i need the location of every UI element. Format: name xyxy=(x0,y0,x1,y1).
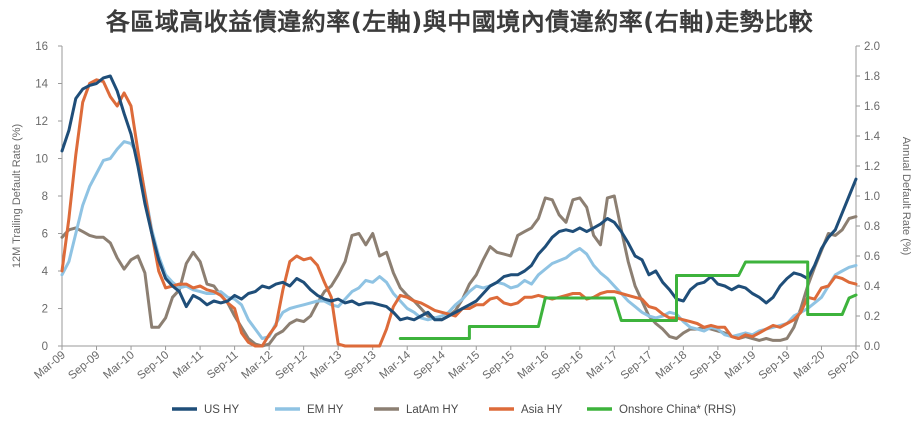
legend-label: Onshore China* (RHS) xyxy=(619,404,736,416)
y-axis-right-ticks: 0.0 0.2 0.4 0.6 0.8 1.0 1.2 1.4 1.6 1.8 2.0 xyxy=(856,41,881,353)
x-tick-label: Mar-09 xyxy=(32,349,68,382)
y-right-tick-label: 0.6 xyxy=(864,251,880,263)
y-left-tick-label: 4 xyxy=(42,266,49,278)
x-tick-label: Mar-20 xyxy=(792,349,828,382)
y-left-tick-label: 8 xyxy=(42,191,48,203)
x-tick-label: Sep-11 xyxy=(205,349,240,381)
x-tick-label: Sep-13 xyxy=(342,349,378,382)
legend: US HY EM HY LatAm HY Asia HY Onshore China* … xyxy=(172,404,736,416)
x-tick-label: Mar-19 xyxy=(723,349,759,382)
x-tick-label: Sep-15 xyxy=(481,349,517,382)
x-tick-label: Mar-18 xyxy=(654,349,690,382)
x-tick-label: Mar-12 xyxy=(239,349,275,382)
y-right-tick-label: 1.2 xyxy=(864,161,880,173)
x-tick-label: Sep-09 xyxy=(66,349,102,382)
y-left-tick-label: 16 xyxy=(35,41,48,53)
x-tick-label: Mar-14 xyxy=(378,349,414,382)
legend-label: Asia HY xyxy=(521,404,563,416)
legend-label: LatAm HY xyxy=(406,404,459,416)
x-tick-label: Mar-15 xyxy=(447,349,483,382)
x-tick-label: Sep-10 xyxy=(135,349,171,382)
series-line-us-hy xyxy=(60,74,858,322)
series-line-em-hy xyxy=(60,140,858,340)
x-tick-label: Sep-14 xyxy=(412,349,449,382)
y-right-tick-label: 0.8 xyxy=(864,221,880,233)
y-right-tick-label: 1.4 xyxy=(864,131,881,143)
x-tick-label: Sep-19 xyxy=(757,349,793,382)
y-left-tick-label: 0 xyxy=(42,341,48,353)
x-tick-label: Mar-17 xyxy=(585,349,621,382)
y-right-tick-label: 2.0 xyxy=(864,41,880,53)
chart-title: 各區域高收益債違約率(左軸)與中國境內債違約率(右軸)走勢比較 xyxy=(105,8,814,36)
x-tick-label: Sep-17 xyxy=(619,349,655,382)
x-tick-label: Mar-16 xyxy=(516,349,552,382)
x-tick-label: Sep-16 xyxy=(550,349,586,382)
y-axis-left-ticks: 0 2 4 6 8 10 12 14 16 xyxy=(35,41,62,353)
y-left-tick-label: 6 xyxy=(42,229,48,241)
x-tick-label: Sep-20 xyxy=(826,349,862,382)
y-left-tick-label: 12 xyxy=(35,116,48,128)
series-lines xyxy=(60,74,858,348)
y-right-tick-label: 1.0 xyxy=(864,191,880,203)
y-right-tick-label: 1.6 xyxy=(864,101,880,113)
series-line-latam-hy xyxy=(60,194,858,348)
y-left-tick-label: 2 xyxy=(42,304,48,316)
x-tick-label: Sep-18 xyxy=(688,349,724,382)
x-tick-label: Mar-13 xyxy=(308,349,344,382)
legend-label: EM HY xyxy=(307,404,344,416)
x-tick-label: Sep-12 xyxy=(273,349,309,382)
y-axis-right-label: Annual Default Rate (%) xyxy=(900,137,912,256)
y-right-tick-label: 0.2 xyxy=(864,311,880,323)
series-line-onshore-china-rhs xyxy=(398,260,858,340)
y-axis-left-label: 12M Trailing Default Rate (%) xyxy=(11,124,23,268)
y-right-tick-label: 0.0 xyxy=(864,341,880,353)
y-left-tick-label: 14 xyxy=(35,79,48,91)
y-left-tick-label: 10 xyxy=(35,154,48,166)
y-right-tick-label: 1.8 xyxy=(864,71,880,83)
y-right-tick-label: 0.4 xyxy=(864,281,881,293)
series-line-asia-hy xyxy=(60,78,858,348)
x-tick-label: Mar-11 xyxy=(171,349,206,381)
legend-label: US HY xyxy=(204,404,239,416)
x-tick-label: Mar-10 xyxy=(101,349,137,382)
